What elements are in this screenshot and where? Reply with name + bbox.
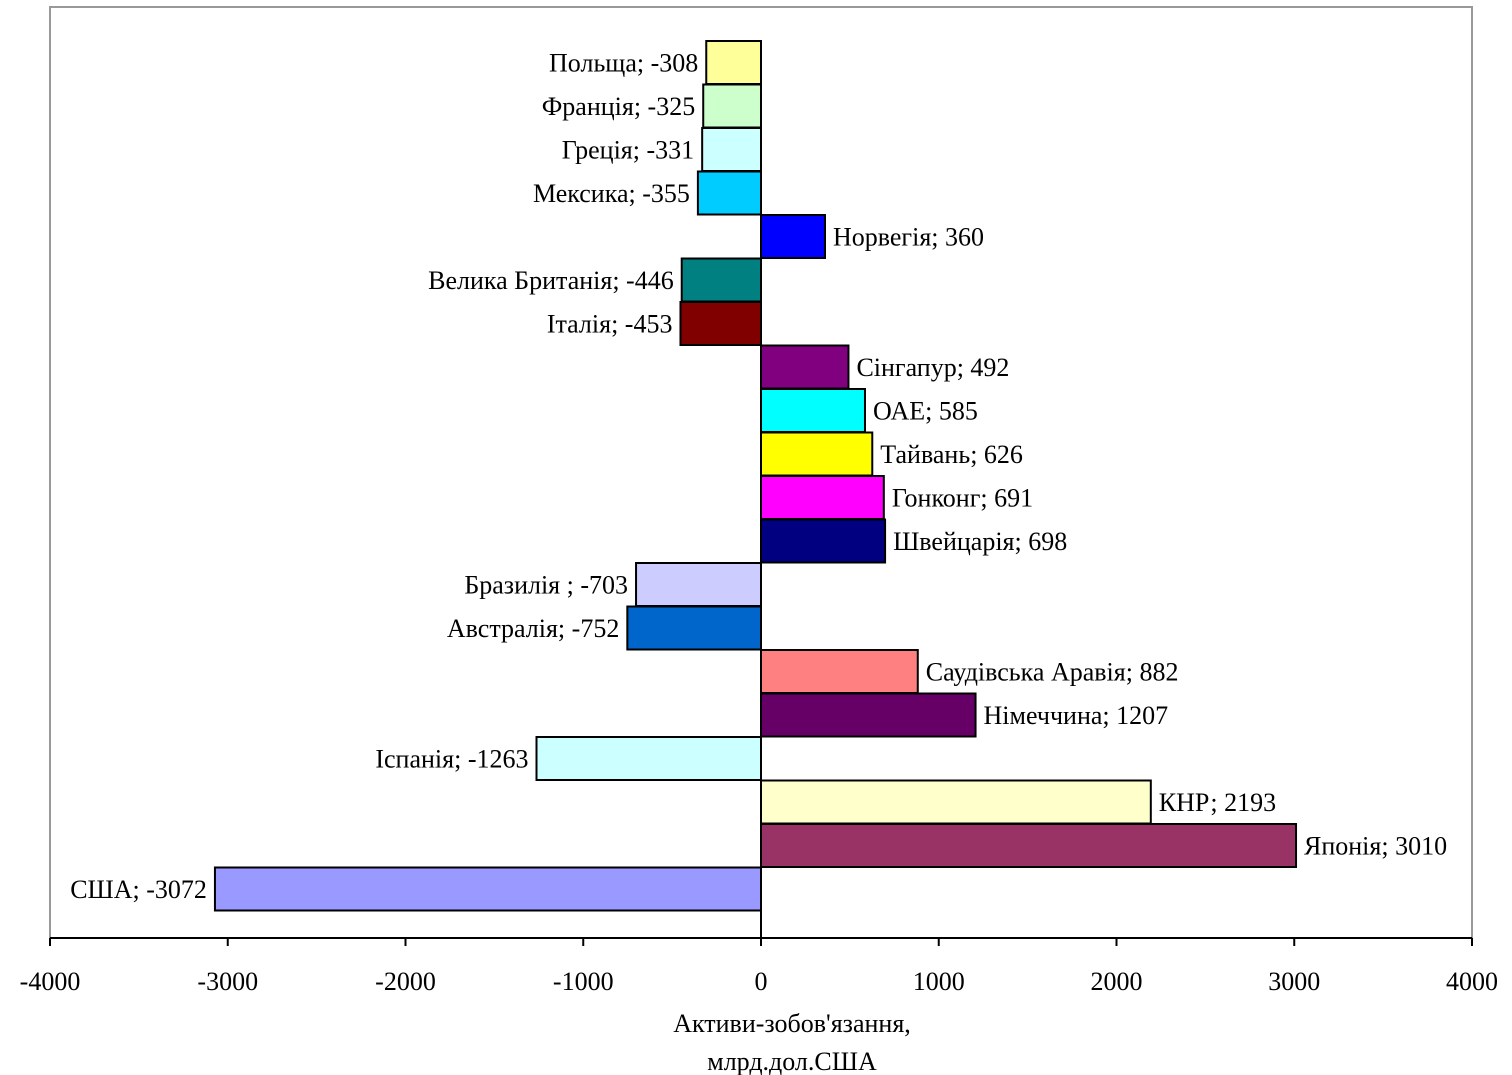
data-label-10: Гонконг; 691 [892,484,1033,513]
bar-4 [760,214,826,259]
x-tick-label-2: -2000 [375,967,436,996]
bar-7 [760,344,850,390]
bar-9 [760,431,874,477]
data-label-15: Німеччина; 1207 [984,701,1169,730]
data-label-5: Велика Британія; -446 [428,266,674,295]
bar-17 [760,779,1152,825]
bar-8 [760,388,866,433]
bar-3 [696,170,762,216]
data-label-11: Швейцарія; 698 [893,527,1067,556]
bar-14 [760,649,919,694]
data-label-2: Греція; -331 [562,136,694,165]
x-tick-label-1: -3000 [197,967,258,996]
x-axis-title-line-1: Активи-зобов'язання, [673,1009,911,1038]
x-tick-label-8: 4000 [1446,967,1498,996]
data-label-1: Франція; -325 [542,92,695,121]
bar-13 [626,605,762,651]
data-labels-layer: Польща; -308 Франція; -325 Греція; -331 Мек… [70,49,1447,905]
data-label-7: Сінгапур; 492 [856,353,1009,382]
bar-1 [702,83,763,129]
x-tick-label-3: -1000 [553,967,614,996]
data-label-14: Саудівська Аравія; 882 [926,658,1179,687]
data-label-17: КНР; 2193 [1159,788,1276,817]
data-label-13: Австралія; -752 [447,614,619,643]
data-label-3: Мексика; -355 [533,179,690,208]
data-label-6: Італія; -453 [547,310,673,339]
bar-19 [213,866,762,912]
bar-18 [760,823,1298,868]
x-tick-label-5: 1000 [913,967,965,996]
x-tick-label-4: 0 [755,967,768,996]
bar-0 [705,40,762,85]
bar-2 [701,127,762,172]
bar-12 [635,562,762,607]
bar-16 [535,736,763,781]
bar-15 [760,692,977,738]
x-axis: -4000 -3000 -2000 -1000 0 1000 2000 3000 4000 [20,41,1498,996]
data-label-9: Тайвань; 626 [880,440,1023,469]
bar-10 [760,475,885,520]
data-label-8: ОАЕ; 585 [873,397,978,426]
data-label-12: Бразилія ; -703 [464,571,628,600]
bars-layer [213,40,1298,912]
data-label-0: Польща; -308 [549,49,698,78]
data-label-18: Японія; 3010 [1304,832,1447,861]
bar-6 [679,301,762,346]
data-label-4: Норвегія; 360 [833,223,984,252]
data-label-16: Іспанія; -1263 [375,745,528,774]
x-tick-label-7: 3000 [1268,967,1320,996]
bar-11 [760,518,887,564]
bar-5 [680,257,763,303]
data-label-19: США; -3072 [70,875,207,904]
x-tick-label-0: -4000 [20,967,81,996]
x-tick-label-6: 2000 [1091,967,1143,996]
x-axis-title-line-2: млрд.дол.США [707,1047,877,1075]
